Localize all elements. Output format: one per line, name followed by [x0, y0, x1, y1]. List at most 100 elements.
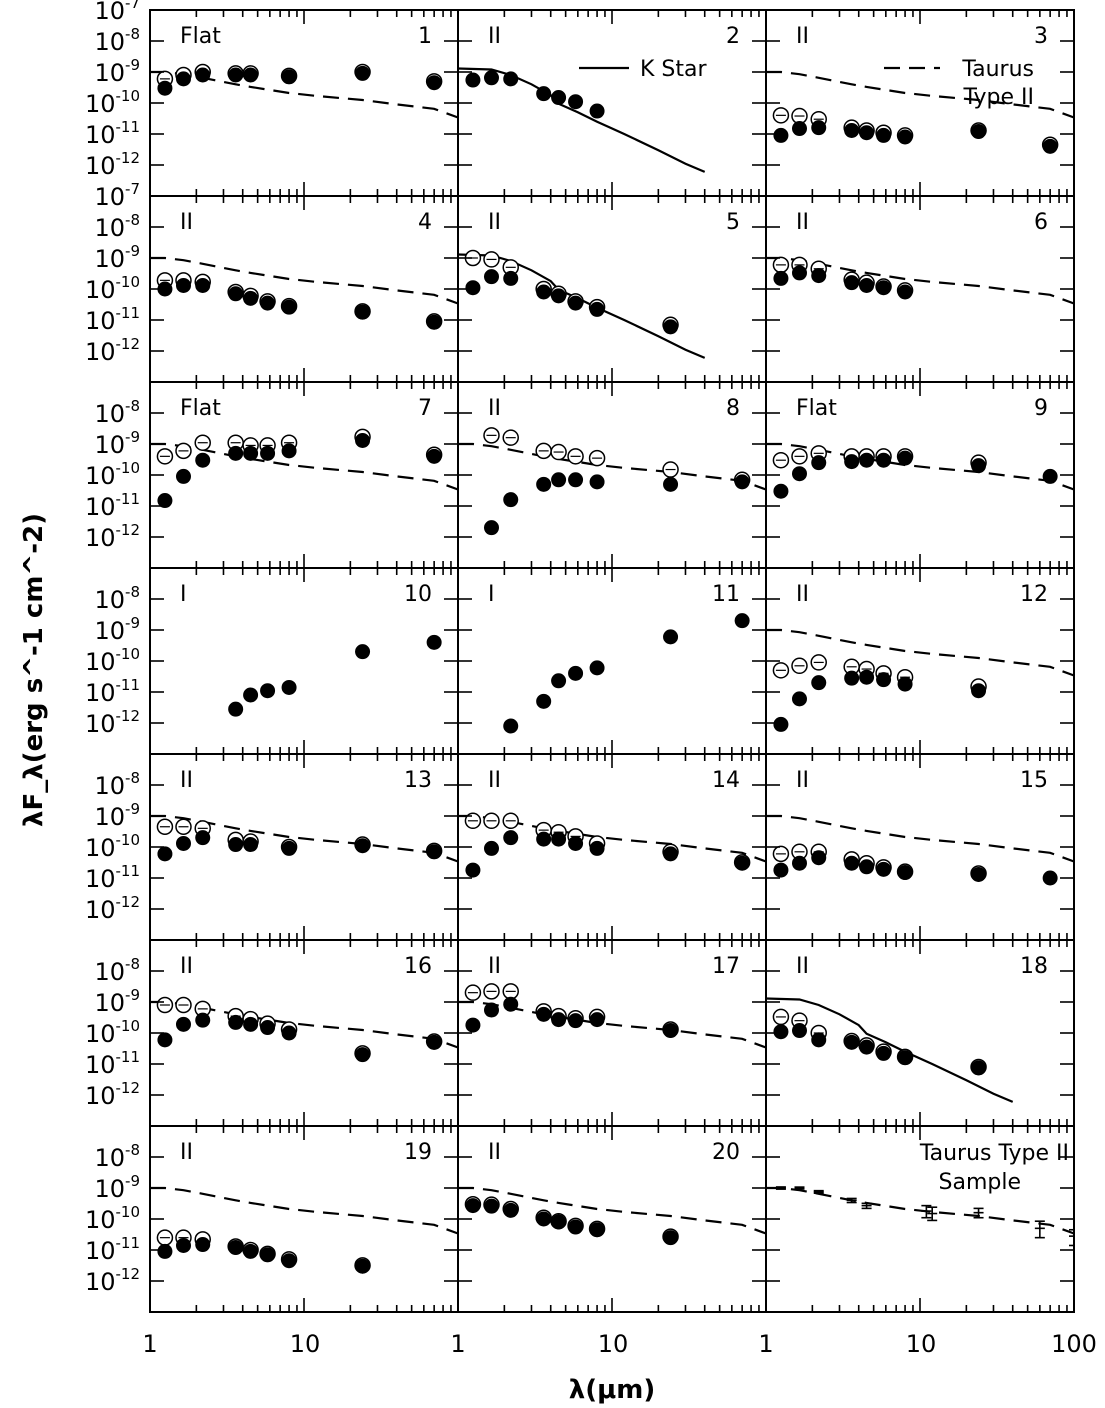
model-curve-taurus: [766, 1186, 1074, 1235]
observed-point: [355, 65, 371, 81]
observed-point: [876, 1045, 892, 1061]
observed-point: [228, 286, 244, 302]
y-tick-label: 10-8: [94, 1141, 140, 1172]
observed-point: [551, 90, 567, 106]
panel-number-label: 2: [726, 24, 740, 49]
model-curve-taurus: [458, 1000, 766, 1049]
y-tick-label: 10-10: [85, 87, 140, 118]
observed-point: [589, 301, 605, 317]
observed-point: [175, 71, 191, 87]
observed-point: [426, 1034, 442, 1050]
y-tick-label: 10-8: [94, 955, 140, 986]
observed-point: [157, 281, 173, 297]
observed-point: [971, 683, 987, 699]
observed-point: [175, 1016, 191, 1032]
observed-point: [281, 840, 297, 856]
y-tick-label: 10-10: [85, 645, 140, 676]
panel-11: [503, 613, 750, 734]
observed-point: [897, 450, 913, 466]
observed-point: [503, 1202, 519, 1218]
observed-point: [228, 1240, 244, 1256]
observed-point: [589, 103, 605, 119]
observed-point: [859, 859, 875, 875]
panel-16: [150, 996, 458, 1063]
observed-point: [791, 265, 807, 281]
y-tick-label: 10-10: [85, 831, 140, 862]
panel-18: [766, 997, 1014, 1103]
observed-point: [503, 71, 519, 87]
model-curve-taurus: [766, 442, 1074, 491]
observed-point: [195, 452, 211, 468]
observed-point: [175, 1237, 191, 1253]
observed-point: [260, 1247, 276, 1263]
observed-point: [773, 716, 789, 732]
panel-class-label: II: [488, 1140, 501, 1165]
observed-point: [465, 1198, 481, 1214]
panel-number-label: 9: [1034, 396, 1048, 421]
panel-class-label: II: [796, 210, 809, 235]
observed-point: [876, 452, 892, 468]
observed-point: [663, 629, 679, 645]
panel-number-label: 18: [1020, 954, 1048, 979]
observed-point: [243, 1243, 259, 1259]
observed-point: [844, 1034, 860, 1050]
observed-point: [195, 277, 211, 293]
y-tick-labels-row-2-top: 10-7: [94, 180, 140, 211]
observed-point: [260, 683, 276, 699]
observed-point: [355, 304, 371, 320]
observed-point: [551, 288, 567, 304]
x-tick-label: 100: [1051, 1330, 1097, 1358]
panel-class-label: II: [488, 954, 501, 979]
y-tick-label: 10-10: [85, 273, 140, 304]
y-tick-label: 10-9: [94, 56, 140, 87]
panel-number-label: 12: [1020, 582, 1048, 607]
observed-point: [426, 448, 442, 464]
observed-point: [195, 1012, 211, 1028]
x-tick-label: 1: [758, 1330, 773, 1358]
panel-number-label: 5: [726, 210, 740, 235]
observed-point: [876, 127, 892, 143]
observed-point: [195, 830, 211, 846]
panel-number-label: 10: [404, 582, 432, 607]
y-tick-label: 10-12: [85, 335, 140, 366]
observed-point: [483, 269, 499, 285]
observed-point: [355, 1047, 371, 1063]
observed-point: [228, 837, 244, 853]
observed-point: [589, 474, 605, 490]
observed-point: [243, 687, 259, 703]
observed-point: [483, 1002, 499, 1018]
observed-point: [243, 1016, 259, 1032]
observed-point: [773, 1024, 789, 1040]
y-tick-label: 10-10: [85, 459, 140, 490]
panel-class-label: Flat: [180, 396, 221, 421]
observed-point: [859, 125, 875, 141]
observed-point: [260, 445, 276, 461]
observed-point: [281, 69, 297, 85]
observed-point: [568, 295, 584, 311]
observed-point: [426, 75, 442, 91]
x-tick-label: 10: [290, 1330, 321, 1358]
observed-point: [503, 996, 519, 1012]
panel-number-label: 13: [404, 768, 432, 793]
observed-point: [589, 1222, 605, 1238]
y-tick-label: 10-12: [85, 1079, 140, 1110]
observed-point: [551, 831, 567, 847]
observed-point: [734, 613, 750, 629]
observed-point: [791, 466, 807, 482]
y-tick-label: 10-9: [94, 1172, 140, 1203]
observed-point: [465, 280, 481, 296]
y-tick-label: 10-7: [94, 180, 140, 211]
panel-number-label: 16: [404, 954, 432, 979]
observed-point: [551, 472, 567, 488]
observed-point: [734, 474, 750, 490]
observed-point: [260, 1020, 276, 1036]
observed-point: [465, 72, 481, 88]
observed-point: [228, 445, 244, 461]
model-curve-taurus: [150, 442, 458, 491]
panel-number-label: 8: [726, 396, 740, 421]
observed-point: [844, 122, 860, 138]
observed-point: [1042, 138, 1058, 154]
